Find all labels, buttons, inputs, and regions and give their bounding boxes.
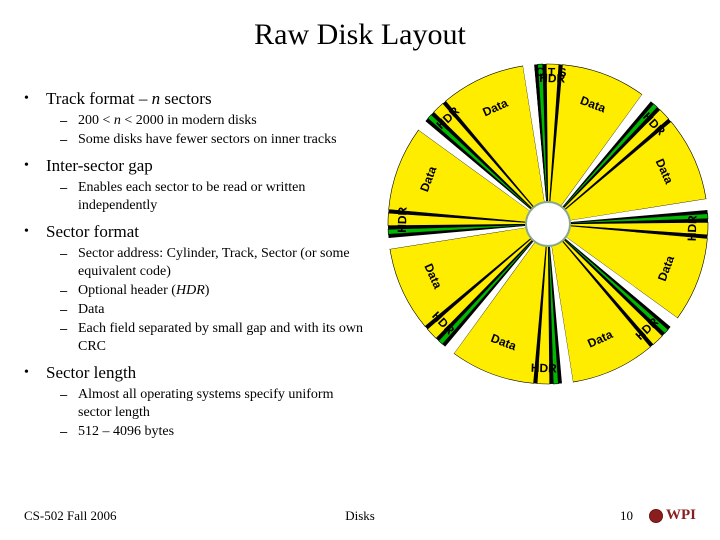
sub-item: – Each field separated by small gap and … — [60, 320, 364, 356]
sub-item: – 200 < n < 2000 in modern disks — [60, 112, 364, 130]
footer-right: 10 WPI — [620, 507, 696, 524]
sub-item: – Optional header (HDR) — [60, 282, 364, 300]
text-italic: n — [152, 89, 161, 108]
sub-list: – 200 < n < 2000 in modern disks – Some … — [24, 112, 364, 149]
footer: CS-502 Fall 2006 Disks 10 WPI — [0, 507, 720, 524]
sub-marker: – — [60, 179, 78, 197]
diagram-column: HDRDataC T SHDRDataHDRDataHDRDataHDRData… — [364, 60, 710, 447]
sub-item: – Enables each sector to be read or writ… — [60, 179, 364, 215]
sub-marker: – — [60, 282, 78, 300]
sub-text: Each field separated by small gap and wi… — [78, 320, 364, 356]
sub-marker: – — [60, 320, 78, 338]
sub-text: Some disks have fewer sectors on inner t… — [78, 131, 337, 149]
sub-marker: – — [60, 131, 78, 149]
sub-item: – 512 – 4096 bytes — [60, 423, 364, 441]
svg-text:HDR: HDR — [395, 206, 410, 233]
sub-text: Sector address: Cylinder, Track, Sector … — [78, 245, 364, 281]
sub-item: – Data — [60, 301, 364, 319]
bullet-text: Sector format — [46, 221, 139, 243]
page-number: 10 — [620, 508, 633, 524]
text: sectors — [160, 89, 211, 108]
bullet-marker: • — [24, 221, 46, 243]
sub-text: 512 – 4096 bytes — [78, 423, 174, 441]
sub-marker: – — [60, 112, 78, 130]
bullet-marker: • — [24, 155, 46, 177]
wpi-seal-icon — [649, 509, 663, 523]
sub-text: Almost all operating systems specify uni… — [78, 386, 364, 422]
sub-text: Optional header (HDR) — [78, 282, 209, 300]
bullet-track-format: • Track format – n sectors – 200 < n < 2… — [24, 88, 364, 149]
sub-marker: – — [60, 301, 78, 319]
footer-course: CS-502 Fall 2006 — [24, 508, 116, 524]
bullet-inter-sector-gap: • Inter-sector gap – Enables each sector… — [24, 155, 364, 215]
content-area: • Track format – n sectors – 200 < n < 2… — [0, 60, 720, 447]
text: < 2000 in modern disks — [121, 113, 257, 128]
bullet-list: • Track format – n sectors – 200 < n < 2… — [24, 88, 364, 441]
disk-svg: HDRDataC T SHDRDataHDRDataHDRDataHDRData… — [378, 54, 718, 394]
sub-list: – Sector address: Cylinder, Track, Secto… — [24, 245, 364, 356]
text: ) — [205, 283, 210, 298]
sub-marker: – — [60, 386, 78, 404]
sub-item: – Some disks have fewer sectors on inner… — [60, 131, 364, 149]
svg-text:HDR: HDR — [685, 215, 700, 242]
bullet-marker: • — [24, 88, 46, 110]
slide-title: Raw Disk Layout — [0, 0, 720, 60]
wpi-logo-text: WPI — [666, 507, 696, 524]
sub-marker: – — [60, 423, 78, 441]
sub-item: – Sector address: Cylinder, Track, Secto… — [60, 245, 364, 281]
text: Optional header ( — [78, 283, 176, 298]
bullet-marker: • — [24, 362, 46, 384]
svg-text:HDR: HDR — [531, 361, 558, 376]
bullet-sector-length: • Sector length – Almost all operating s… — [24, 362, 364, 441]
text: 200 < — [78, 113, 114, 128]
text-italic: n — [114, 113, 121, 128]
bullet-text: Inter-sector gap — [46, 155, 153, 177]
text-column: • Track format – n sectors – 200 < n < 2… — [24, 60, 364, 447]
sub-text: Enables each sector to be read or writte… — [78, 179, 364, 215]
sub-marker: – — [60, 245, 78, 263]
sub-list: – Enables each sector to be read or writ… — [24, 179, 364, 215]
bullet-sector-format: • Sector format – Sector address: Cylind… — [24, 221, 364, 356]
bullet-text: Sector length — [46, 362, 136, 384]
sub-text: 200 < n < 2000 in modern disks — [78, 112, 257, 130]
footer-topic: Disks — [345, 508, 375, 524]
bullet-text: Track format – n sectors — [46, 88, 212, 110]
disk-diagram: HDRDataC T SHDRDataHDRDataHDRDataHDRData… — [378, 54, 718, 394]
sub-item: – Almost all operating systems specify u… — [60, 386, 364, 422]
sub-text: Data — [78, 301, 104, 319]
text: Track format – — [46, 89, 152, 108]
wpi-logo: WPI — [649, 507, 696, 524]
text-italic: HDR — [176, 283, 205, 298]
svg-text:C T S: C T S — [536, 65, 567, 80]
sub-list: – Almost all operating systems specify u… — [24, 386, 364, 441]
